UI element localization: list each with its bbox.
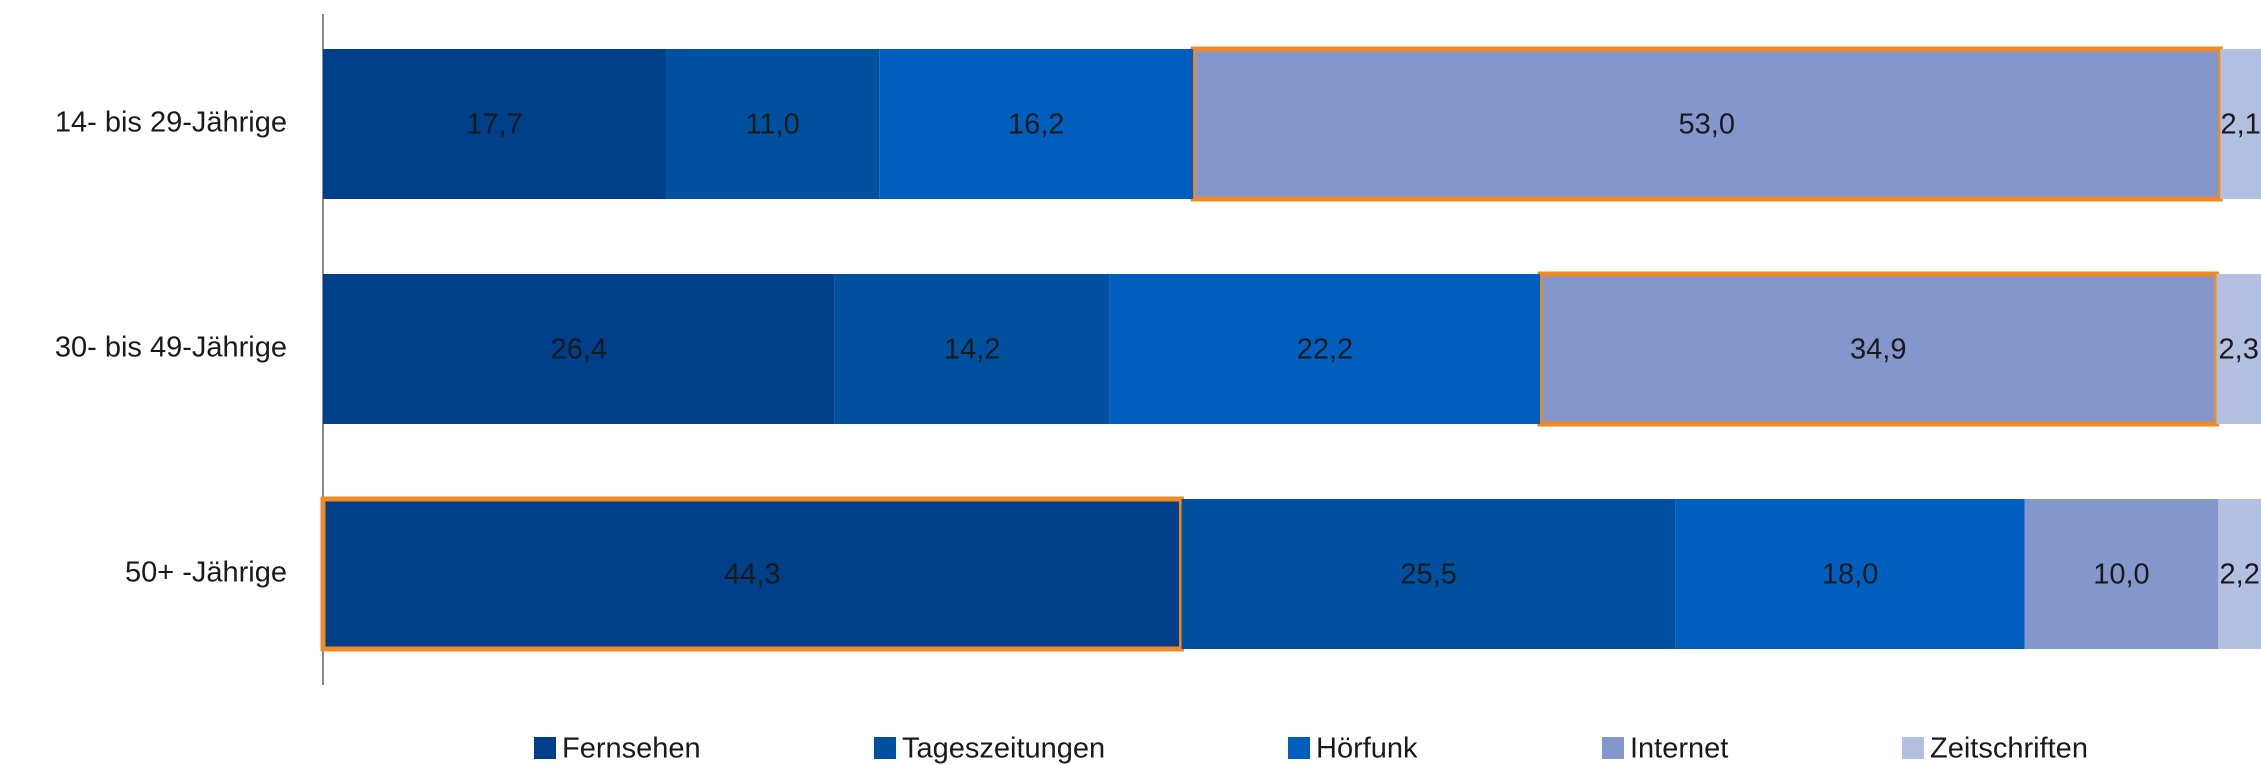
y-tick-label: 14- bis 29-Jährige [55, 107, 287, 139]
value-label: 26,4 [551, 334, 607, 366]
value-label: 44,3 [724, 559, 780, 591]
value-label: 34,9 [1850, 334, 1906, 366]
value-label: 18,0 [1822, 559, 1878, 591]
legend-label: Fernsehen [562, 733, 701, 765]
bar-segment [879, 49, 1194, 199]
bar-segment [1537, 271, 2219, 427]
value-label: 17,7 [466, 109, 522, 141]
value-label: 22,2 [1297, 334, 1353, 366]
legend-label: Internet [1630, 733, 1728, 765]
value-label: 10,0 [2093, 559, 2149, 591]
bar-segment [834, 274, 1110, 424]
bar-segment [666, 49, 880, 199]
legend-label: Tageszeitungen [902, 733, 1105, 765]
legend-swatch [1602, 737, 1624, 759]
bar-segment [1675, 499, 2025, 649]
bar-segment [2220, 49, 2261, 199]
bar-segment [1181, 499, 1676, 649]
bar-segment [320, 496, 1185, 652]
bar-segment [2216, 274, 2261, 424]
legend-swatch [874, 737, 896, 759]
value-label: 25,5 [1400, 559, 1456, 591]
bar-segment [2218, 499, 2261, 649]
legend-swatch [534, 737, 556, 759]
legend-label: Hörfunk [1316, 733, 1418, 765]
value-label: 16,2 [1008, 109, 1064, 141]
value-label: 2,3 [2219, 334, 2259, 366]
bar-segment [2024, 499, 2219, 649]
value-label: 11,0 [745, 109, 799, 141]
bar-segment [323, 49, 667, 199]
legend-swatch [1288, 737, 1310, 759]
value-label: 2,1 [2220, 109, 2260, 141]
bar-segment [1190, 46, 2223, 202]
y-tick-label: 50+ -Jährige [125, 557, 287, 589]
value-label: 53,0 [1679, 109, 1735, 141]
bar-segment [323, 274, 835, 424]
y-tick-label: 30- bis 49-Jährige [55, 332, 287, 364]
value-label: 14,2 [944, 334, 1000, 366]
bar-segment [1109, 274, 1541, 424]
value-label: 2,2 [2220, 559, 2260, 591]
legend-label: Zeitschriften [1930, 733, 2088, 765]
legend-swatch [1902, 737, 1924, 759]
